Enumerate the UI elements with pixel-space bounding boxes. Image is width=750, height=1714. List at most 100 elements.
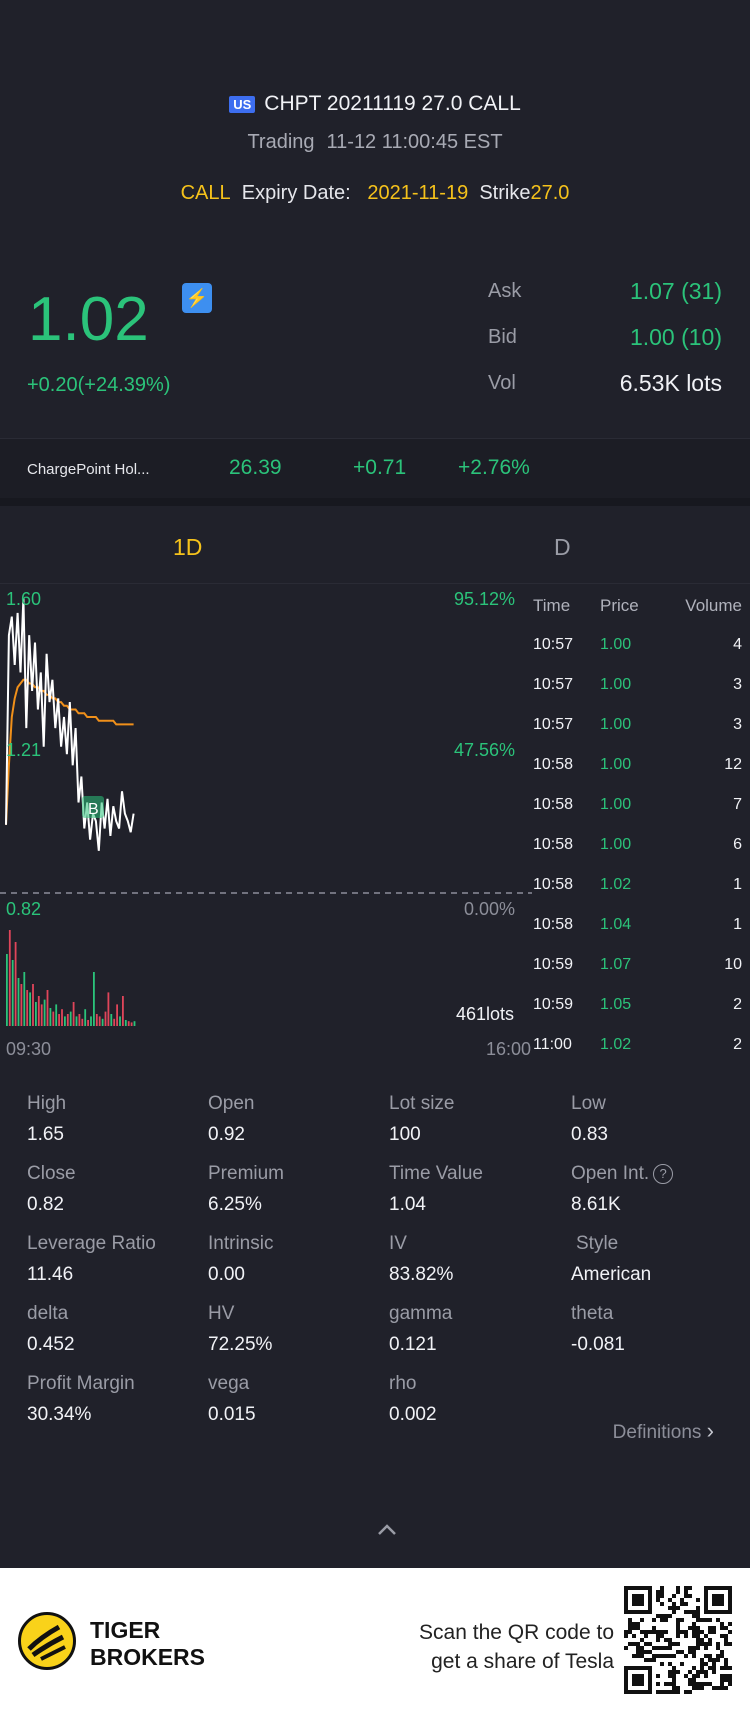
stat-label: theta [571, 1303, 613, 1325]
stat-label: Premium [208, 1163, 284, 1185]
x-axis-end: 16:00 [486, 1039, 531, 1059]
strike-value: 27.0 [530, 182, 570, 204]
stat-label: delta [27, 1303, 68, 1325]
stat-value: 0.92 [208, 1124, 245, 1145]
underlying-change: +0.71 [353, 456, 407, 479]
volume-bar [78, 1014, 81, 1026]
contract-title: US CHPT 20211119 27.0 CALL [0, 92, 750, 116]
trade-time: 10:59 [533, 956, 574, 973]
stat-label-text: High [27, 1093, 67, 1114]
trade-price: 1.02 [600, 876, 632, 893]
trade-price: 1.07 [600, 956, 632, 973]
contract-details: CALL Expiry Date: 2021-11-19 Strike27.0 [0, 182, 750, 205]
volume-bar [113, 1018, 116, 1026]
stat-label-text: Style [576, 1233, 619, 1254]
trade-price: 1.04 [600, 916, 632, 933]
buy-marker-label: B [88, 801, 99, 818]
volume-bars [6, 930, 136, 1026]
stat-label: gamma [389, 1303, 452, 1325]
stat-label-text: Leverage Ratio [27, 1233, 156, 1254]
tab-daily[interactable]: D [554, 534, 571, 560]
promo-line-1: Scan the QR code to [419, 1621, 614, 1644]
stat-value: 100 [389, 1124, 421, 1145]
option-type: CALL [180, 182, 231, 204]
stat-label-text: Time Value [389, 1163, 483, 1184]
intraday-chart[interactable]: B 1.60 1.21 0.82 95.12% 47.56% 0.00% 461… [0, 584, 532, 1064]
stat-value: 1.65 [27, 1124, 64, 1145]
volume-bar [130, 1022, 133, 1026]
expiry-date: 2021-11-19 [367, 182, 469, 204]
trade-volume: 3 [733, 676, 742, 693]
stat-label-text: Low [571, 1093, 606, 1114]
stat-label-text: delta [27, 1303, 69, 1324]
underlying-name[interactable]: ChargePoint Hol... [27, 461, 150, 478]
volume-bar [87, 1020, 89, 1026]
volume-bar [72, 1002, 75, 1026]
qr-code-icon[interactable] [624, 1586, 732, 1694]
trade-volume: 10 [724, 956, 742, 973]
price-change: +0.20(+24.39%) [27, 374, 171, 396]
stat-label: vega [208, 1373, 249, 1395]
stat-label: Leverage Ratio [27, 1233, 156, 1255]
help-icon[interactable]: ? [653, 1164, 674, 1184]
chevron-up-icon[interactable] [375, 1522, 399, 1538]
volume-bar [46, 990, 49, 1026]
stat-value: 0.83 [571, 1124, 608, 1145]
stat-label-text: Intrinsic [208, 1233, 274, 1254]
stat-label: Time Value [389, 1163, 483, 1185]
volume-bar [32, 984, 34, 1026]
trade-price: 1.00 [600, 676, 632, 693]
trade-volume: 3 [733, 716, 742, 733]
trade-volume: 1 [733, 916, 742, 933]
underlying-bar[interactable] [0, 438, 750, 498]
trade-time: 10:57 [533, 636, 574, 653]
volume-bar [23, 972, 26, 1026]
volume-bar [37, 996, 40, 1026]
y-axis-mid: 1.21 [6, 740, 41, 760]
stat-label: High [27, 1093, 66, 1115]
volume-bar [20, 984, 23, 1026]
stat-label: HV [208, 1303, 234, 1325]
stat-label-text: Profit Margin [27, 1373, 135, 1394]
stat-label: Profit Margin [27, 1373, 135, 1395]
volume-bar [6, 954, 8, 1026]
stat-label: Open [208, 1093, 254, 1115]
trade-price: 1.05 [600, 996, 632, 1013]
bid-label: Bid [488, 326, 517, 348]
buy-marker[interactable] [82, 796, 104, 818]
pct-axis-low: 0.00% [464, 899, 515, 919]
volume-bar [64, 1016, 66, 1026]
trade-price: 1.00 [600, 636, 632, 653]
tab-intraday[interactable]: 1D [173, 534, 203, 560]
volume-bar [98, 1016, 101, 1026]
definitions-link[interactable]: Definitions › [613, 1418, 714, 1444]
volume-label: 461lots [456, 1004, 514, 1024]
stat-label: Open Int.? [571, 1163, 674, 1185]
stat-value: American [571, 1264, 652, 1285]
stat-label: Intrinsic [208, 1233, 273, 1255]
stat-label: rho [389, 1373, 416, 1395]
stat-label-text: vega [208, 1373, 250, 1394]
stat-value: 8.61K [571, 1194, 621, 1215]
volume-bar [101, 1018, 104, 1026]
tab-divider [0, 583, 750, 584]
volume-bar [116, 1004, 118, 1026]
stat-value: 0.121 [389, 1334, 437, 1355]
stat-value: 83.82% [389, 1264, 454, 1285]
volume-bar [52, 1011, 55, 1026]
market-badge: US [229, 95, 256, 113]
bid-value: 1.00 (10) [629, 324, 722, 350]
stat-value: 1.04 [389, 1194, 426, 1215]
flash-icon[interactable]: ⚡ [182, 283, 212, 313]
volume-bar [133, 1021, 136, 1026]
volume-bar [122, 996, 124, 1026]
trades-header-volume: Volume [685, 596, 742, 615]
stat-value: 0.452 [27, 1334, 75, 1355]
volume-bar [127, 1021, 130, 1026]
trade-volume: 2 [733, 996, 742, 1013]
stat-value: 0.00 [208, 1264, 245, 1285]
underlying-change-pct: +2.76% [458, 456, 530, 479]
stat-value: -0.081 [571, 1334, 625, 1355]
stat-label: Low [571, 1093, 606, 1115]
stat-label-text: HV [208, 1303, 235, 1324]
